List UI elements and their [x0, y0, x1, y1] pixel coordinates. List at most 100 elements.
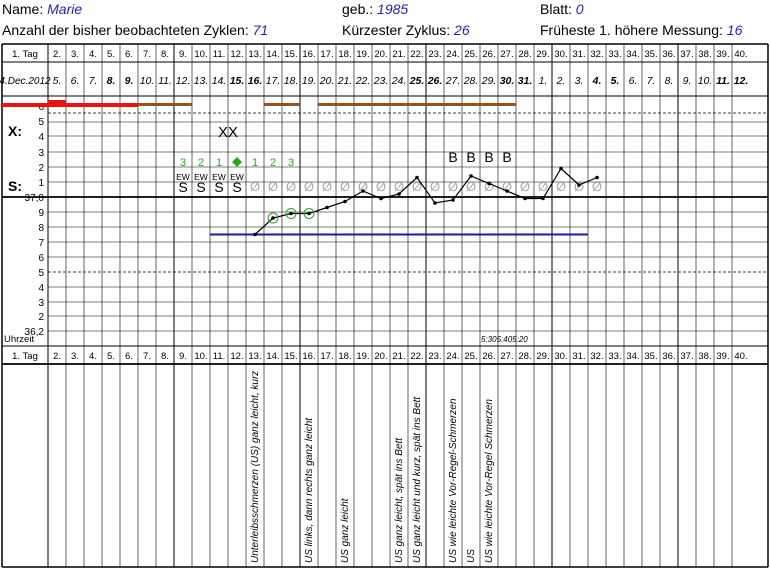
- day-number: 39.: [716, 351, 729, 362]
- temperature-point: [577, 183, 581, 187]
- date-row: 4.Dec.2012 5. 6. 7. 8. 9. 10. 11. 12. 13. 14. 15. 16…: [0, 75, 748, 87]
- name-value: Marie: [47, 1, 83, 17]
- date-cell: 27.: [445, 75, 461, 87]
- temperature-label: 6: [38, 253, 44, 264]
- spotting-bar: [462, 103, 480, 106]
- x-row-label: X:: [8, 123, 22, 139]
- day-number: 6.: [125, 49, 133, 60]
- s-mark: S: [232, 179, 241, 195]
- day-number: 20.: [374, 351, 387, 362]
- date-cell: 28.: [463, 75, 479, 87]
- date-cell: 19.: [302, 75, 317, 87]
- ew-mark: EW: [212, 172, 226, 182]
- spotting-bar: [264, 103, 282, 106]
- peak-count: 1: [252, 157, 258, 169]
- temperature-label: 36,2: [25, 327, 45, 338]
- name-field: Name: Marie: [2, 1, 82, 17]
- date-cell: 4.: [592, 75, 602, 87]
- peak-day-icon: [232, 157, 242, 167]
- grid-lines: [1, 43, 769, 568]
- notes-column: Unterleibsschmerzen (US) ganz leicht, ku…: [250, 371, 495, 563]
- date-cell: 9.: [125, 75, 134, 87]
- temperature-point: [559, 166, 563, 171]
- day-number: 30.: [554, 49, 567, 60]
- temperature-circle: [285, 208, 297, 219]
- temperature-point: [307, 211, 311, 216]
- date-cell: 10.: [698, 75, 713, 87]
- date-cell: 11.: [158, 75, 172, 87]
- peak-count: 1: [216, 157, 222, 169]
- temperature-label: 8: [38, 223, 44, 234]
- bleed-level-label: 5: [38, 117, 44, 128]
- date-cell: 2.: [556, 75, 566, 87]
- date-cell: 12.: [734, 75, 749, 87]
- dry-mark: Ø: [286, 179, 296, 194]
- peak-count: 2: [270, 157, 276, 169]
- temperature-curve: [210, 166, 599, 237]
- day-number: 16.: [302, 351, 315, 362]
- day-number: 14.: [266, 49, 279, 60]
- time-value: 5:305:405:20: [481, 335, 528, 344]
- day-number: 2.: [53, 351, 61, 362]
- temperature-point: [595, 175, 599, 180]
- date-cell: 17.: [266, 75, 281, 87]
- day-number: 22.: [410, 49, 423, 60]
- bleed-bar: [66, 103, 84, 107]
- day-number: 5.: [107, 351, 115, 362]
- day-number: 26.: [482, 351, 495, 362]
- date-cell: 12.: [176, 75, 191, 87]
- date-cell: 3.: [575, 75, 584, 87]
- date-cell: 4.Dec.2012: [0, 76, 51, 87]
- temperature-circle: [303, 208, 315, 219]
- temperature-point: [541, 196, 545, 201]
- temperature-label: 2: [38, 312, 44, 323]
- day-number: 19.: [356, 49, 369, 60]
- day-number: 40.: [734, 49, 747, 60]
- day-number: 38.: [698, 49, 711, 60]
- bleed-bar: [120, 103, 138, 107]
- dry-mark: Ø: [538, 179, 548, 194]
- spotting-bar: [408, 103, 426, 106]
- spotting-bar: [498, 103, 516, 106]
- spotting-bar: [480, 103, 498, 106]
- birth-year-field: geb.: 1985: [342, 1, 408, 17]
- day-number: 8.: [161, 49, 169, 60]
- day-number: 7.: [143, 351, 151, 362]
- dry-mark: Ø: [376, 179, 386, 194]
- day-number: 17.: [320, 49, 333, 60]
- date-cell: 14.: [212, 75, 227, 87]
- day-number: 31.: [572, 49, 585, 60]
- day-number: 10.: [194, 49, 207, 60]
- day-number-row: 1. Tag 2. 3. 4. 5. 6. 7. 8. 9. 10. 11. 12. 13. 14. 15.…: [12, 49, 747, 60]
- day-number: 11.: [213, 49, 226, 60]
- date-cell: 5.: [53, 75, 62, 87]
- date-cell: 21.: [337, 75, 353, 87]
- dry-mark: Ø: [304, 179, 314, 194]
- temperature-point: [415, 175, 419, 180]
- bleed-bar: [102, 103, 120, 107]
- day-number: 8.: [161, 351, 169, 362]
- date-cell: 10.: [140, 75, 155, 87]
- note-text: US ganz leicht: [340, 497, 351, 563]
- temperature-point: [451, 198, 455, 202]
- date-cell: 1.: [539, 75, 548, 87]
- day-number: 1. Tag: [12, 49, 38, 60]
- sheet-value: 0: [575, 1, 584, 17]
- day-number: 24.: [446, 351, 459, 362]
- day-number: 34.: [626, 351, 639, 362]
- spotting-bar: [156, 103, 174, 106]
- day-number: 25.: [464, 49, 477, 60]
- ew-mark: EW: [176, 172, 190, 182]
- note-text: US links, dann rechts ganz leicht: [304, 417, 315, 563]
- dry-mark: Ø: [592, 179, 602, 194]
- day-number: 2.: [53, 49, 61, 60]
- temperature-point: [469, 174, 473, 178]
- day-number: 36.: [662, 351, 675, 362]
- birth-year-label: geb.:: [342, 1, 374, 17]
- temperature-label: 3: [38, 298, 44, 309]
- day-number: 18.: [338, 49, 351, 60]
- day-number: 33.: [608, 49, 621, 60]
- spotting-bar: [174, 103, 192, 106]
